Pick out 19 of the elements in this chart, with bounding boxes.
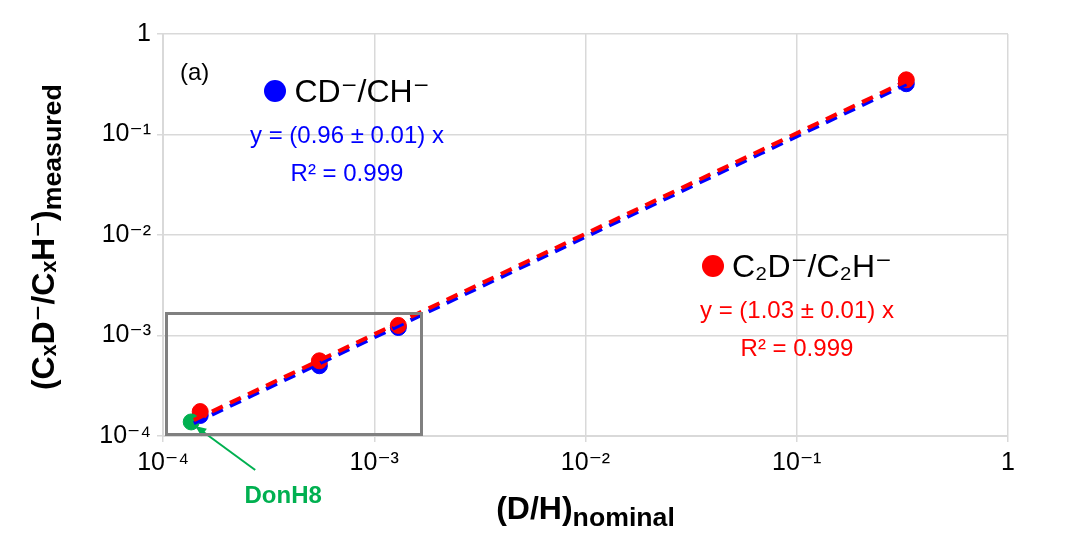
annotation: (a) (180, 58, 210, 86)
x-tick-label: 10⁻¹ (772, 446, 822, 475)
x-axis-title: (D/H)$_{nominal}$ (496, 490, 675, 533)
y-tick-label: 10⁻¹ (101, 118, 151, 147)
x-tick-label: 1 (1001, 446, 1015, 475)
annotation: R² = 0.999 (739, 333, 855, 363)
x-tick-label: 10⁻⁴ (137, 446, 189, 475)
legend-label: C₂D⁻/C₂H⁻ (731, 247, 892, 285)
annotation: y = (0.96 ± 0.01) x (250, 120, 444, 150)
annotation: DonH8 (244, 480, 322, 508)
x-tick-label: 10⁻² (560, 446, 611, 475)
annotation: R² = 0.999 (289, 158, 405, 188)
x-tick-label: 10⁻³ (349, 446, 399, 475)
y-tick-label: 10⁻³ (101, 319, 151, 348)
annotation: y = (1.03 ± 0.01) x (700, 295, 894, 325)
y-tick-label: 1 (137, 17, 151, 46)
legend-label: CD⁻/CH⁻ (294, 72, 430, 110)
y-tick-label: 10⁻² (101, 218, 151, 247)
y-tick-label: 10⁻⁴ (99, 419, 151, 448)
